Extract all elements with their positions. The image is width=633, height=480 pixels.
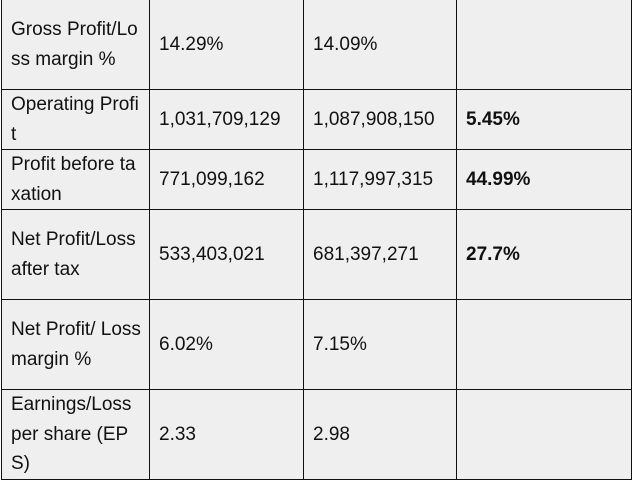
table-row: Earnings/Loss per share (EPS) 2.33 2.98 (1, 389, 632, 480)
change-value (456, 389, 632, 480)
change-value (456, 0, 632, 90)
row-label: Earnings/Loss per share (EPS) (1, 389, 150, 480)
change-value (456, 299, 632, 390)
previous-value: 2.33 (149, 389, 304, 480)
previous-value: 1,031,709,129 (149, 89, 304, 150)
current-value: 2.98 (303, 389, 457, 480)
row-label: Net Profit/ Loss margin % (1, 299, 150, 390)
previous-value: 14.29% (149, 0, 304, 90)
row-label: Profit before taxation (1, 149, 150, 210)
table-row: Gross Profit/Loss margin % 14.29% 14.09% (1, 0, 632, 90)
previous-value: 6.02% (149, 299, 304, 390)
table-row: Net Profit/ Loss margin % 6.02% 7.15% (1, 299, 632, 390)
change-value: 5.45% (456, 89, 632, 150)
current-value: 1,087,908,150 (303, 89, 457, 150)
current-value: 7.15% (303, 299, 457, 390)
current-value: 681,397,271 (303, 209, 457, 300)
table-row: Profit before taxation 771,099,162 1,117… (1, 149, 632, 210)
previous-value: 533,403,021 (149, 209, 304, 300)
current-value: 14.09% (303, 0, 457, 90)
table-row: Net Profit/Loss after tax 533,403,021 68… (1, 209, 632, 300)
change-value: 44.99% (456, 149, 632, 210)
row-label: Gross Profit/Loss margin % (1, 0, 150, 90)
current-value: 1,117,997,315 (303, 149, 457, 210)
change-value: 27.7% (456, 209, 632, 300)
previous-value: 771,099,162 (149, 149, 304, 210)
table-row: Operating Profit 1,031,709,129 1,087,908… (1, 89, 632, 150)
row-label: Operating Profit (1, 89, 150, 150)
row-label: Net Profit/Loss after tax (1, 209, 150, 300)
